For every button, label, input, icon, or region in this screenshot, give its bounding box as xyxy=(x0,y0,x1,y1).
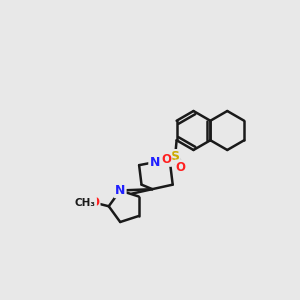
Text: O: O xyxy=(89,196,99,209)
Text: O: O xyxy=(161,153,171,166)
Text: N: N xyxy=(115,184,125,197)
Text: N: N xyxy=(149,156,160,169)
Text: CH₃: CH₃ xyxy=(75,198,96,208)
Text: O: O xyxy=(176,161,185,174)
Text: S: S xyxy=(171,150,180,163)
